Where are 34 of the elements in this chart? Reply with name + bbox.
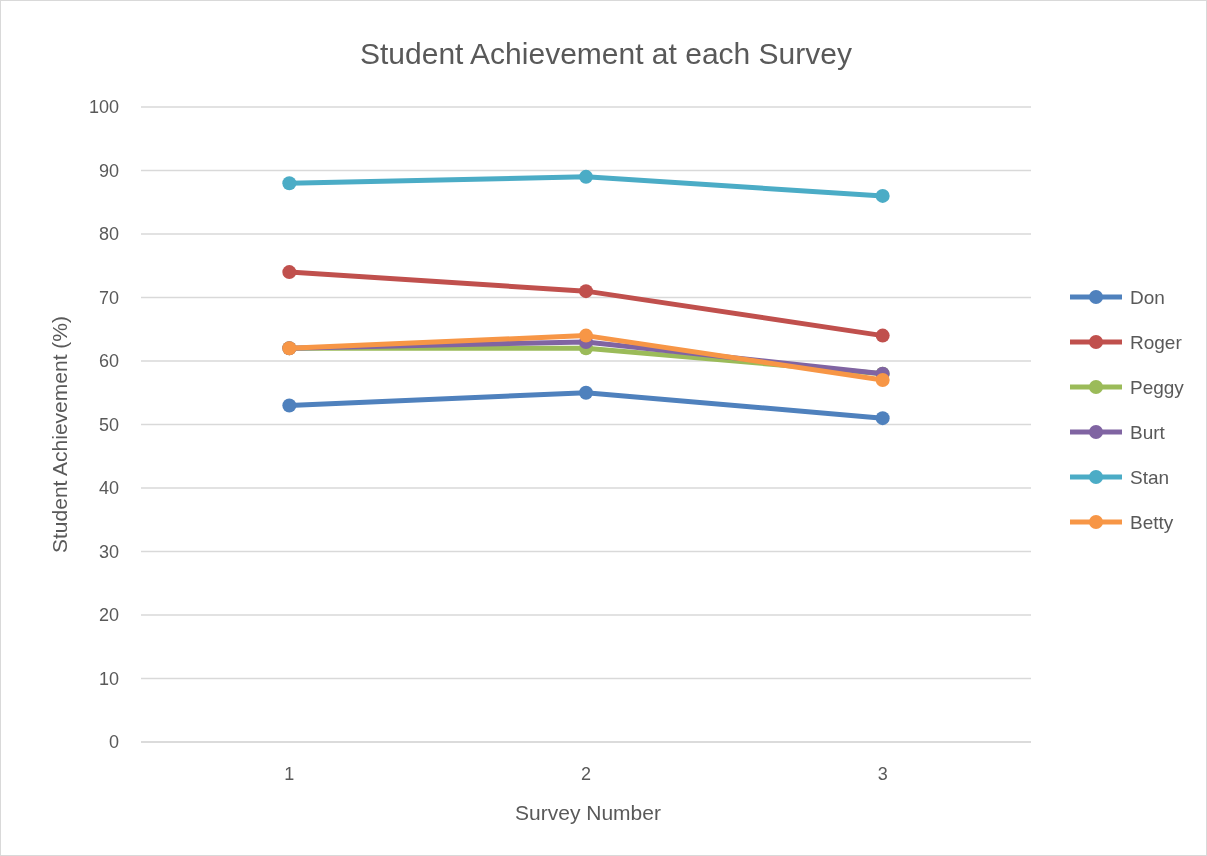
point: [579, 284, 593, 299]
legend-label: Don: [1130, 286, 1165, 308]
point: [579, 169, 593, 184]
point: [579, 328, 593, 343]
legend-label: Roger: [1130, 331, 1183, 353]
legend-label: Peggy: [1130, 376, 1185, 398]
y-tick-label: 100: [88, 97, 119, 118]
point: [875, 411, 890, 426]
x-tick-label: 2: [580, 764, 592, 784]
chart-title: Student Achievement at each Survey: [360, 37, 852, 70]
point: [579, 385, 593, 400]
legend-label: Betty: [1130, 511, 1174, 533]
legend-label: Burt: [1130, 421, 1166, 443]
y-tick-label: 60: [98, 351, 119, 372]
point: [875, 373, 890, 388]
y-tick-label: 90: [98, 160, 119, 181]
y-tick-label: 30: [98, 541, 119, 562]
y-tick-label: 0: [108, 732, 119, 753]
point: [282, 176, 297, 191]
y-tick-label: 50: [98, 414, 119, 435]
point: [875, 328, 890, 343]
x-tick-label: 3: [877, 764, 888, 784]
point: [282, 265, 297, 280]
y-tick-label: 40: [98, 478, 119, 499]
y-axis-title: Student Achievement (%): [48, 316, 71, 553]
point: [875, 188, 890, 203]
legend-label: Stan: [1130, 466, 1170, 488]
point: [282, 398, 297, 413]
x-axis-title: Survey Number: [515, 801, 661, 824]
y-tick-label: 70: [98, 287, 119, 308]
y-tick-label: 20: [98, 605, 119, 626]
y-tick-label: 80: [98, 224, 119, 245]
y-tick-label: 10: [98, 668, 119, 689]
x-tick-label: 1: [284, 764, 295, 784]
